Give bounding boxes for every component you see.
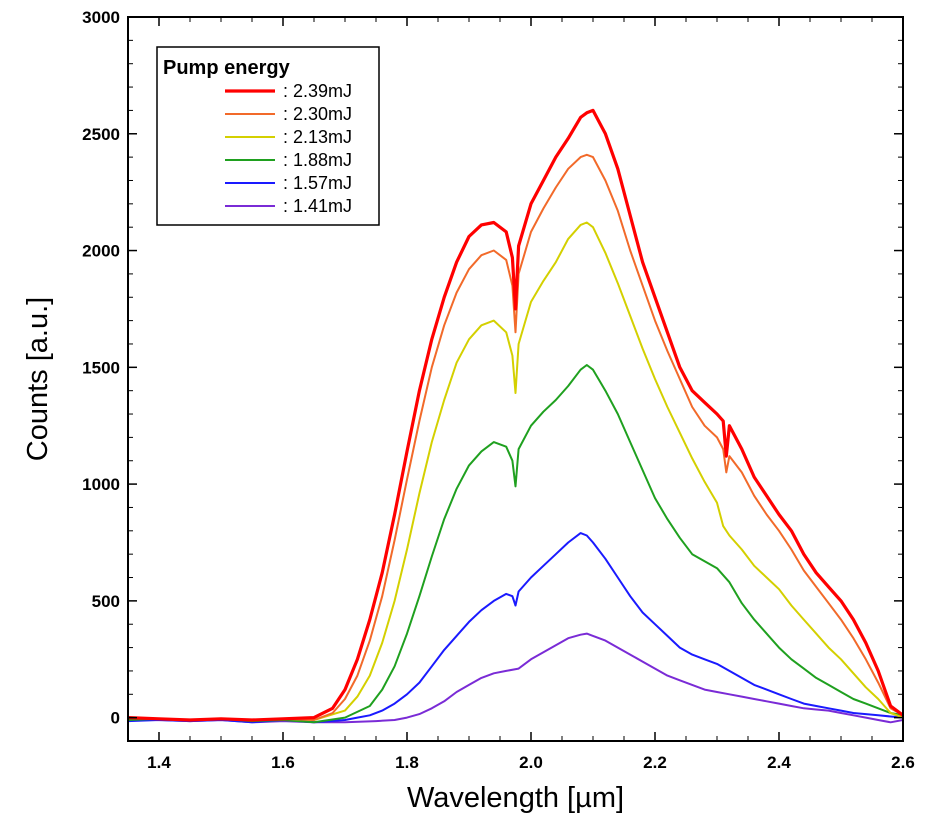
- legend-label-0: : 2.39mJ: [283, 81, 352, 101]
- legend-items: : 2.39mJ : 2.30mJ : 2.13mJ : 1.88mJ : 1.57mJ…: [225, 81, 352, 216]
- y-tick-label: 2500: [82, 125, 120, 144]
- y-tick-label: 1000: [82, 475, 120, 494]
- y-axis-title: Counts [a.u.]: [22, 297, 54, 461]
- x-axis-ticks: 1.4 1.6 1.8 2.0 2.2 2.4 2.6: [147, 17, 915, 772]
- series-line-5: [128, 632, 903, 724]
- x-tick-label: 2.0: [519, 753, 543, 772]
- y-tick-label: 0: [111, 709, 120, 728]
- legend-title: Pump energy: [163, 57, 291, 79]
- x-axis-title: Wavelength [µm]: [407, 782, 624, 814]
- plot-lines: [128, 108, 903, 724]
- legend-label-5: : 1.41mJ: [283, 196, 352, 216]
- legend-label-3: : 1.88mJ: [283, 150, 352, 170]
- x-tick-label: 1.8: [395, 753, 419, 772]
- plot-frame: [127, 16, 904, 742]
- x-tick-label: 1.6: [271, 753, 295, 772]
- series-line-3: [128, 364, 903, 724]
- legend: Pump energy : 2.39mJ : 2.30mJ : 2.13mJ : 1.…: [156, 46, 380, 226]
- series-line-4: [128, 532, 903, 724]
- legend-label-4: : 1.57mJ: [283, 173, 352, 193]
- y-tick-label: 2000: [82, 242, 120, 261]
- x-tick-label: 2.2: [643, 753, 667, 772]
- series-line-0: [128, 108, 903, 722]
- y-tick-label: 500: [92, 592, 120, 611]
- legend-label-1: : 2.30mJ: [283, 104, 352, 124]
- x-tick-label: 2.4: [767, 753, 791, 772]
- legend-label-2: : 2.13mJ: [283, 127, 352, 147]
- y-tick-label: 1500: [82, 358, 120, 377]
- x-tick-label: 1.4: [147, 753, 171, 772]
- y-tick-label: 3000: [82, 8, 120, 27]
- series-line-1: [128, 153, 903, 721]
- x-tick-label: 2.6: [891, 753, 915, 772]
- series-line-2: [128, 221, 903, 721]
- y-axis-ticks: 0 500 1000 1500 2000 2500 3000: [82, 8, 903, 742]
